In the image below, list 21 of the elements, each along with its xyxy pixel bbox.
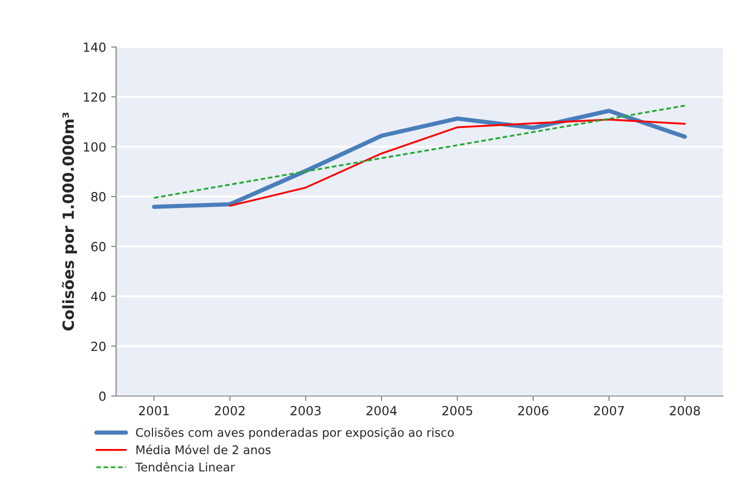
x-tick-label: 2007: [594, 406, 624, 416]
x-tick-label: 2005: [442, 406, 472, 416]
legend-label: Média Móvel de 2 anos: [136, 444, 271, 454]
line-series: [228, 118, 686, 207]
x-tick-label: 2002: [214, 406, 245, 416]
y-tick-label: 100: [84, 142, 106, 152]
y-tick-label: 80: [91, 192, 106, 202]
y-tick-label: 120: [84, 92, 106, 102]
x-tick-label: 2008: [670, 406, 700, 416]
y-tick-label: 140: [84, 42, 106, 52]
y-axis-title: Colisões por 1.000.000m³: [62, 112, 77, 330]
legend-label: Tendência Linear: [135, 462, 235, 472]
x-tick-label: 2006: [518, 406, 548, 416]
x-tick-label: 2004: [366, 406, 397, 416]
y-tick-label: 60: [91, 242, 106, 252]
x-tick-label: 2003: [290, 406, 321, 416]
y-tick-label: 0: [99, 391, 106, 401]
y-tick-label: 40: [91, 292, 106, 302]
legend-label: Colisões com aves ponderadas por exposição ao risco: [136, 428, 454, 440]
y-tick-label: 20: [91, 342, 106, 352]
x-tick-label: 2001: [139, 406, 169, 416]
